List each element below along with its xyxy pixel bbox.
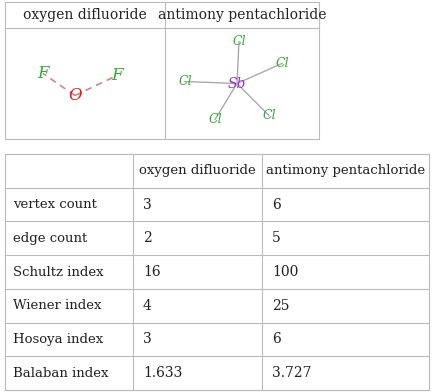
Text: 100: 100	[272, 265, 299, 279]
Text: oxygen difluoride: oxygen difluoride	[139, 164, 256, 177]
Text: Sb: Sb	[228, 76, 246, 91]
Text: antimony pentachloride: antimony pentachloride	[158, 8, 326, 22]
Text: oxygen difluoride: oxygen difluoride	[23, 8, 147, 22]
Text: 2: 2	[143, 231, 152, 245]
Text: F: F	[111, 67, 123, 84]
Text: 3: 3	[143, 332, 152, 347]
Text: antimony pentachloride: antimony pentachloride	[266, 164, 425, 177]
Text: vertex count: vertex count	[13, 198, 97, 211]
Text: Cl: Cl	[232, 35, 246, 48]
Text: 3: 3	[143, 198, 152, 212]
Text: 1.633: 1.633	[143, 366, 182, 380]
Text: 6: 6	[272, 198, 281, 212]
Text: 3.727: 3.727	[272, 366, 312, 380]
Text: 16: 16	[143, 265, 161, 279]
Text: 4: 4	[143, 299, 152, 313]
Text: Wiener index: Wiener index	[13, 299, 102, 312]
Text: Cl: Cl	[178, 75, 192, 88]
Text: O: O	[68, 87, 82, 104]
Text: Hosoya index: Hosoya index	[13, 333, 103, 346]
Text: Schultz index: Schultz index	[13, 265, 104, 278]
Text: Balaban index: Balaban index	[13, 367, 108, 379]
Text: Cl: Cl	[262, 109, 276, 122]
Text: Cl: Cl	[275, 57, 289, 70]
Text: 5: 5	[272, 231, 281, 245]
Text: 25: 25	[272, 299, 289, 313]
Text: edge count: edge count	[13, 232, 87, 245]
Text: F: F	[37, 65, 49, 82]
Text: 6: 6	[272, 332, 281, 347]
Text: Cl: Cl	[208, 113, 222, 126]
